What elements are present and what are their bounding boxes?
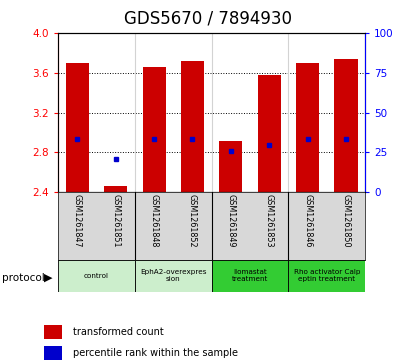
Bar [44,325,62,339]
Text: Ilomastat
treatment: Ilomastat treatment [232,269,268,282]
Bar [44,346,62,359]
FancyBboxPatch shape [288,260,365,292]
Text: percentile rank within the sample: percentile rank within the sample [73,347,238,358]
Bar [181,61,204,192]
Text: transformed count: transformed count [73,327,164,337]
Bar [296,62,319,192]
FancyBboxPatch shape [135,260,212,292]
FancyBboxPatch shape [212,260,288,292]
Text: GSM1261852: GSM1261852 [188,195,197,248]
Text: GDS5670 / 7894930: GDS5670 / 7894930 [124,9,291,27]
Bar [143,67,166,192]
Text: EphA2-overexpres
sion: EphA2-overexpres sion [140,269,207,282]
Text: control: control [84,273,109,279]
Bar [334,58,357,192]
Text: GSM1261848: GSM1261848 [149,195,159,248]
Text: protocol: protocol [2,273,45,283]
Bar [104,187,127,192]
Text: Rho activator Calp
eptin treatment: Rho activator Calp eptin treatment [293,269,360,282]
Text: GSM1261853: GSM1261853 [265,195,274,248]
Text: GSM1261851: GSM1261851 [111,195,120,248]
Bar [220,142,242,192]
Text: GSM1261849: GSM1261849 [226,195,235,248]
Text: ▶: ▶ [44,273,52,283]
Bar [66,62,89,192]
Bar [258,74,281,192]
Text: GSM1261847: GSM1261847 [73,195,82,248]
Text: GSM1261846: GSM1261846 [303,195,312,248]
Text: GSM1261850: GSM1261850 [342,195,351,248]
FancyBboxPatch shape [58,260,135,292]
